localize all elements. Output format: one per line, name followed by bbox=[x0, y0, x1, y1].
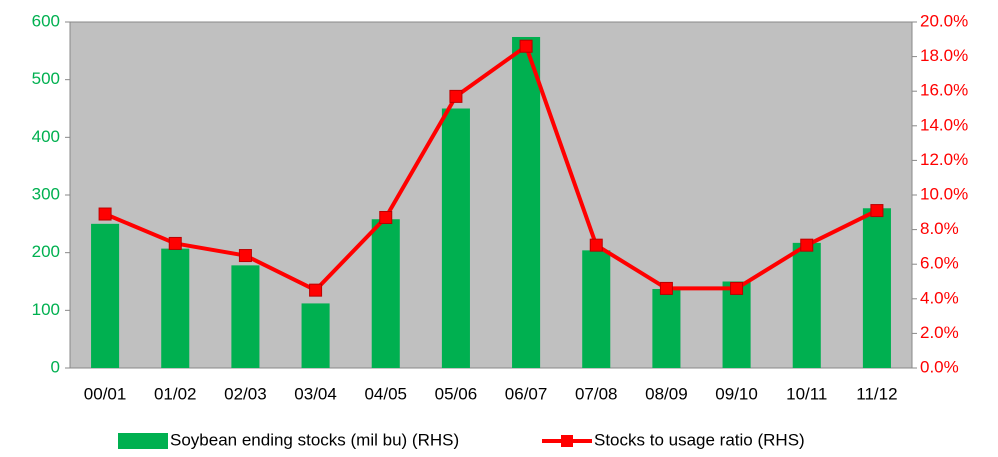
y2-tick-label: 18.0% bbox=[920, 46, 968, 65]
y2-tick-label: 4.0% bbox=[920, 288, 959, 307]
y-tick-label: 200 bbox=[32, 242, 60, 261]
x-tick-label: 05/06 bbox=[435, 384, 478, 403]
bar bbox=[792, 242, 821, 368]
x-tick-label: 10/11 bbox=[786, 384, 827, 403]
x-tick-label: 07/08 bbox=[575, 384, 618, 403]
y-tick-label: 300 bbox=[32, 184, 60, 203]
x-tick-label: 08/09 bbox=[645, 384, 688, 403]
marker bbox=[379, 210, 393, 224]
marker bbox=[589, 238, 603, 252]
marker bbox=[800, 238, 814, 252]
marker bbox=[449, 89, 463, 103]
x-tick-label: 01/02 bbox=[154, 384, 197, 403]
legend-marker bbox=[561, 435, 573, 447]
legend-label: Stocks to usage ratio (RHS) bbox=[594, 430, 805, 449]
bar bbox=[652, 288, 681, 368]
bar bbox=[161, 248, 190, 368]
plot-area bbox=[69, 21, 913, 369]
marker bbox=[870, 204, 884, 218]
y-tick-label: 500 bbox=[32, 69, 60, 88]
marker bbox=[730, 281, 744, 295]
marker bbox=[168, 236, 182, 250]
line bbox=[104, 44, 878, 293]
y2-tick-label: 16.0% bbox=[920, 81, 968, 100]
y-tick-label: 400 bbox=[32, 127, 60, 146]
bar bbox=[301, 303, 330, 368]
marker bbox=[659, 281, 673, 295]
y2-tick-label: 8.0% bbox=[920, 219, 959, 238]
marker bbox=[309, 283, 323, 297]
bar bbox=[582, 250, 611, 368]
legend-label: Soybean ending stocks (mil bu) (RHS) bbox=[170, 430, 459, 449]
x-tick-label: 09/10 bbox=[715, 384, 758, 403]
y2-tick-label: 10.0% bbox=[920, 184, 968, 203]
x-tick-label: 03/04 bbox=[294, 384, 337, 403]
y2-tick-label: 0.0% bbox=[920, 357, 959, 376]
marker bbox=[519, 39, 533, 53]
bar bbox=[371, 219, 400, 368]
y2-tick-label: 6.0% bbox=[920, 254, 959, 273]
y-tick-label: 100 bbox=[32, 300, 60, 319]
x-tick-label: 02/03 bbox=[224, 384, 267, 403]
bar bbox=[441, 108, 470, 368]
x-tick-label: 11/12 bbox=[856, 384, 897, 403]
bar bbox=[862, 208, 891, 368]
legend-swatch bbox=[118, 433, 168, 449]
marker bbox=[238, 249, 252, 263]
bar bbox=[722, 281, 751, 368]
y-tick-label: 0 bbox=[51, 357, 60, 376]
bar bbox=[231, 265, 260, 368]
marker bbox=[98, 207, 112, 221]
y2-tick-label: 12.0% bbox=[920, 150, 968, 169]
x-tick-label: 06/07 bbox=[505, 384, 548, 403]
y2-tick-label: 2.0% bbox=[920, 323, 959, 342]
y2-tick-label: 14.0% bbox=[920, 115, 968, 134]
x-tick-label: 00/01 bbox=[84, 384, 127, 403]
y2-tick-label: 20.0% bbox=[920, 11, 968, 30]
x-tick-label: 04/05 bbox=[364, 384, 407, 403]
bar bbox=[512, 36, 541, 368]
bar bbox=[91, 223, 120, 368]
y-tick-label: 600 bbox=[32, 11, 60, 30]
